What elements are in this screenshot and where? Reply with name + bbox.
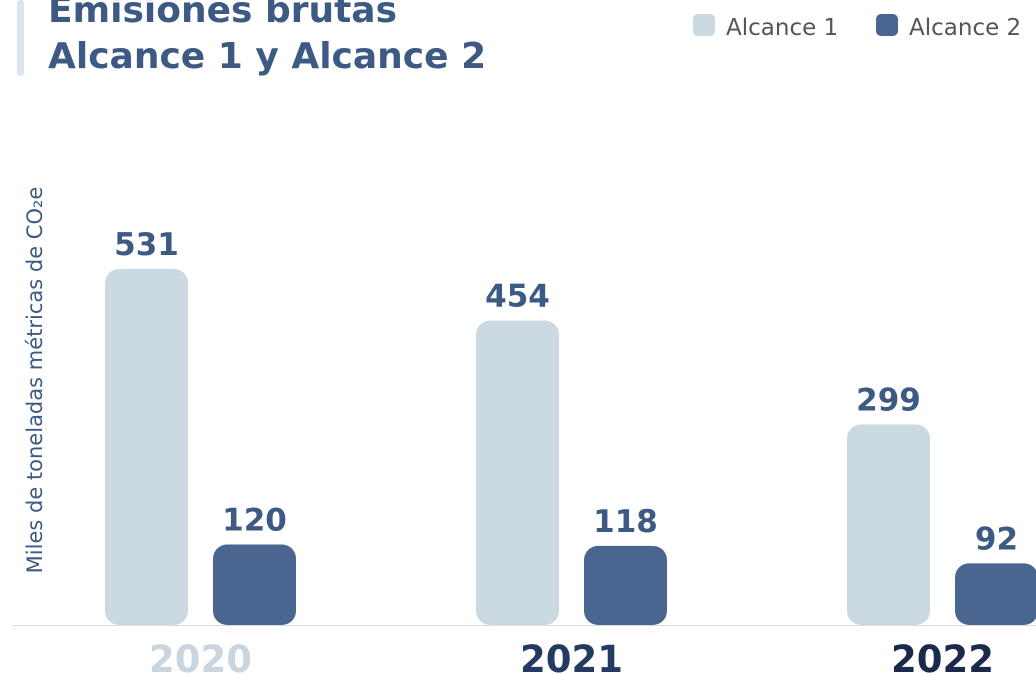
x-tick-label: 2020: [149, 638, 252, 674]
legend-label: Alcance 1: [726, 15, 838, 41]
value-label: 92: [975, 521, 1018, 557]
x-tick-label: 2021: [520, 638, 623, 674]
bar: [213, 544, 296, 625]
value-label: 531: [114, 227, 179, 263]
bar: [955, 563, 1036, 625]
bar: [584, 545, 667, 625]
value-label: 299: [856, 383, 921, 419]
bar: [847, 424, 930, 625]
x-tick-label: 2022: [891, 638, 994, 674]
legend-swatch: [876, 14, 898, 36]
value-label: 454: [485, 279, 550, 315]
chart-title: Emisiones brutas: [48, 0, 397, 31]
title-accent: [17, 0, 24, 76]
bar: [476, 320, 559, 625]
bar: [105, 269, 188, 625]
value-label: 118: [593, 504, 658, 540]
value-label: 120: [222, 503, 287, 539]
chart-title: Alcance 1 y Alcance 2: [48, 36, 486, 77]
legend-label: Alcance 2: [909, 15, 1021, 41]
y-axis-label: Miles de toneladas métricas de CO₂e: [23, 187, 47, 574]
legend-swatch: [693, 14, 715, 36]
